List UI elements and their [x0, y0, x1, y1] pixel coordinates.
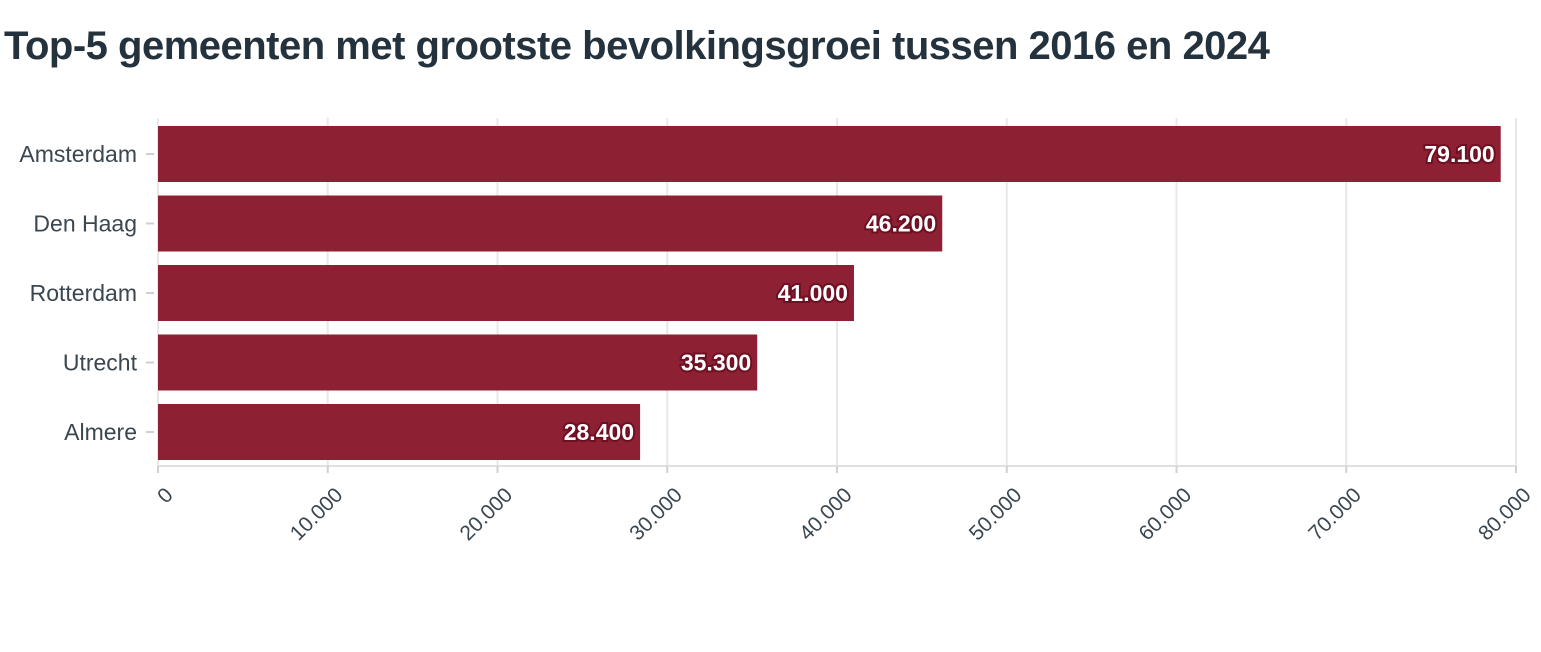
data-label: 28.400	[564, 419, 634, 445]
bar	[158, 126, 1501, 182]
category-label: Den Haag	[33, 211, 137, 237]
x-tick-label: 80.000	[1474, 483, 1536, 545]
data-label: 79.100	[1424, 141, 1494, 167]
category-label: Rotterdam	[30, 280, 137, 306]
x-axis: 0 10.000 20.000 30.000 40.000 50.000 60.000 70.…	[153, 466, 1536, 545]
x-tick-label: 10.000	[286, 483, 348, 545]
x-tick-label: 50.000	[965, 483, 1027, 545]
category-label: Almere	[64, 419, 137, 445]
x-tick-label: 60.000	[1135, 483, 1197, 545]
bar	[158, 195, 943, 252]
x-tick-label: 20.000	[456, 483, 518, 545]
data-label: 41.000	[778, 280, 848, 306]
category-label: Amsterdam	[19, 141, 137, 167]
x-tick-label: 0	[153, 483, 178, 508]
chart-title: Top-5 gemeenten met grootste bevolkingsg…	[4, 24, 1270, 68]
bar	[158, 265, 854, 321]
x-tick-label: 30.000	[625, 483, 687, 545]
bar	[158, 334, 758, 391]
x-tick-label: 70.000	[1304, 483, 1366, 545]
x-tick-label: 40.000	[795, 483, 857, 545]
y-axis: Amsterdam Den Haag Rotterdam Utrecht Almere	[19, 141, 154, 445]
data-labels: 79.100 46.200 41.000 35.300 28.400	[562, 139, 1497, 447]
data-label: 35.300	[681, 350, 751, 376]
bars	[158, 126, 1501, 460]
category-label: Utrecht	[63, 350, 138, 376]
bar	[158, 404, 641, 460]
data-label: 46.200	[866, 211, 936, 237]
